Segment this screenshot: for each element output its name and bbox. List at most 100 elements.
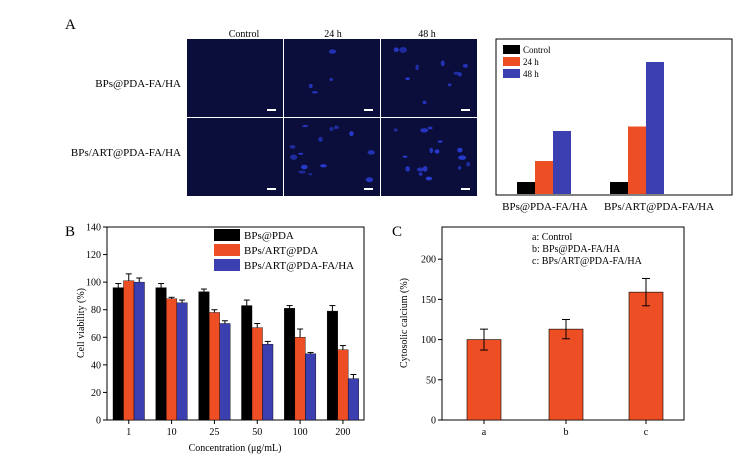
cell-fluorescence: [302, 124, 309, 128]
panel-c-label: C: [392, 224, 402, 240]
cell-fluorescence: [311, 91, 318, 94]
cell-fluorescence: [415, 64, 419, 71]
y-tick-label: 100: [86, 278, 101, 289]
legend-entry: a: Control: [532, 232, 572, 243]
cell-fluorescence: [290, 154, 298, 160]
y-tick-label: 80: [91, 305, 101, 316]
cell-fluorescence: [365, 177, 374, 183]
chart-b-y-label: Cell viability (%): [76, 288, 87, 358]
row-label-bps-art-pda-fa-ha: BPs/ART@PDA-FA/HA: [71, 147, 181, 159]
panel-b-label: B: [65, 224, 75, 240]
cell-fluorescence: [458, 155, 467, 160]
x-tick-label: 100: [293, 427, 308, 438]
legend-label: BPs/ART@PDA: [244, 245, 318, 257]
chart-c-bars: [466, 277, 664, 421]
microscopy-grid: [187, 39, 477, 196]
y-tick-label: 0: [96, 416, 101, 427]
cell-fluorescence: [308, 173, 313, 176]
cell-fluorescence: [334, 125, 339, 130]
cell-fluorescence: [466, 161, 471, 167]
cell-fluorescence: [434, 149, 440, 154]
legend-entry: b: BPs@PDA-FA/HA: [532, 244, 621, 255]
inset-bar: [628, 126, 646, 194]
cell-fluorescence: [420, 128, 429, 133]
cell-fluorescence: [457, 166, 462, 170]
cell-fluorescence: [457, 147, 463, 153]
legend-label: 24 h: [523, 57, 539, 67]
cell-fluorescence: [298, 152, 304, 155]
y-tick-label: 20: [91, 388, 101, 399]
bar: [548, 328, 584, 421]
cell-fluorescence: [416, 167, 424, 172]
x-tick-label: 200: [335, 427, 350, 438]
cell-fluorescence: [349, 131, 354, 137]
inset-bar: [610, 182, 628, 194]
bar: [347, 378, 359, 421]
cell-fluorescence: [298, 170, 306, 174]
bar: [155, 287, 167, 421]
row-label-bps-pda-fa-ha: BPs@PDA-FA/HA: [95, 78, 181, 90]
cell-fluorescence: [329, 127, 334, 131]
bar: [262, 343, 274, 421]
scale-bar: [461, 188, 470, 190]
chart-b-legend: BPs@PDA BPs/ART@PDA BPs/ART@PDA-FA/HA: [214, 229, 354, 272]
chart-c-x-axis: a b c: [482, 420, 649, 438]
chart-b-x-axis: 1 10 25 50 100 200: [126, 420, 350, 438]
cell-fluorescence: [320, 164, 327, 168]
column-header-48h: 48 h: [418, 29, 436, 40]
legend-entry: c: BPs/ART@PDA-FA/HA: [532, 256, 643, 267]
cell-fluorescence: [399, 46, 407, 53]
scale-bar: [364, 188, 373, 190]
legend-swatch: [214, 244, 240, 256]
chart-b-bars: [112, 273, 359, 421]
inset-bar: [646, 62, 664, 194]
chart-b-x-label: Concentration (μg/mL): [189, 443, 282, 454]
y-tick-label: 100: [421, 335, 436, 346]
chart-b-frame: [106, 226, 365, 421]
x-tick-label: 10: [167, 427, 177, 438]
y-tick-label: 0: [431, 416, 436, 427]
cell-fluorescence: [422, 100, 427, 105]
cell-fluorescence: [447, 83, 452, 87]
bar: [198, 291, 210, 421]
y-tick-label: 200: [421, 255, 436, 266]
bar: [166, 298, 178, 421]
cell-fluorescence: [367, 150, 375, 155]
bar: [294, 337, 306, 421]
column-header-control: Control: [229, 29, 260, 40]
inset-frame: [495, 38, 733, 196]
cell-fluorescence: [393, 128, 398, 132]
cell-fluorescence: [422, 165, 428, 172]
micrograph-image: [187, 118, 283, 196]
micrograph-image: [187, 39, 283, 117]
inset-bar: [535, 161, 553, 194]
cell-fluorescence: [393, 47, 399, 53]
legend-swatch: [503, 45, 520, 54]
x-tick-label: 50: [252, 427, 262, 438]
legend-label: Control: [523, 45, 551, 55]
bar: [219, 323, 231, 421]
cell-fluorescence: [453, 71, 459, 75]
legend-swatch: [214, 259, 240, 271]
bar: [466, 339, 502, 421]
bar: [251, 327, 263, 421]
scale-bar: [364, 109, 373, 111]
y-tick-label: 150: [421, 295, 436, 306]
inset-bars: [517, 62, 664, 194]
cell-fluorescence: [418, 172, 423, 176]
bar: [305, 353, 317, 421]
x-tick-label: 1: [126, 427, 131, 438]
cell-fluorescence: [427, 126, 433, 130]
cell-fluorescence: [328, 49, 337, 54]
y-tick-label: 50: [426, 375, 436, 386]
scale-bar: [461, 109, 470, 111]
bar: [133, 281, 145, 421]
legend-swatch: [503, 69, 520, 78]
inset-legend: Control 24 h 48 h: [503, 45, 551, 79]
scale-bar: [267, 109, 276, 111]
bar: [112, 287, 124, 421]
x-tick-label: 25: [209, 427, 219, 438]
panel-b: B 0 20 40 60 80 100 120 140 1 10 25 50 100 200 BPs@P…: [65, 223, 365, 454]
